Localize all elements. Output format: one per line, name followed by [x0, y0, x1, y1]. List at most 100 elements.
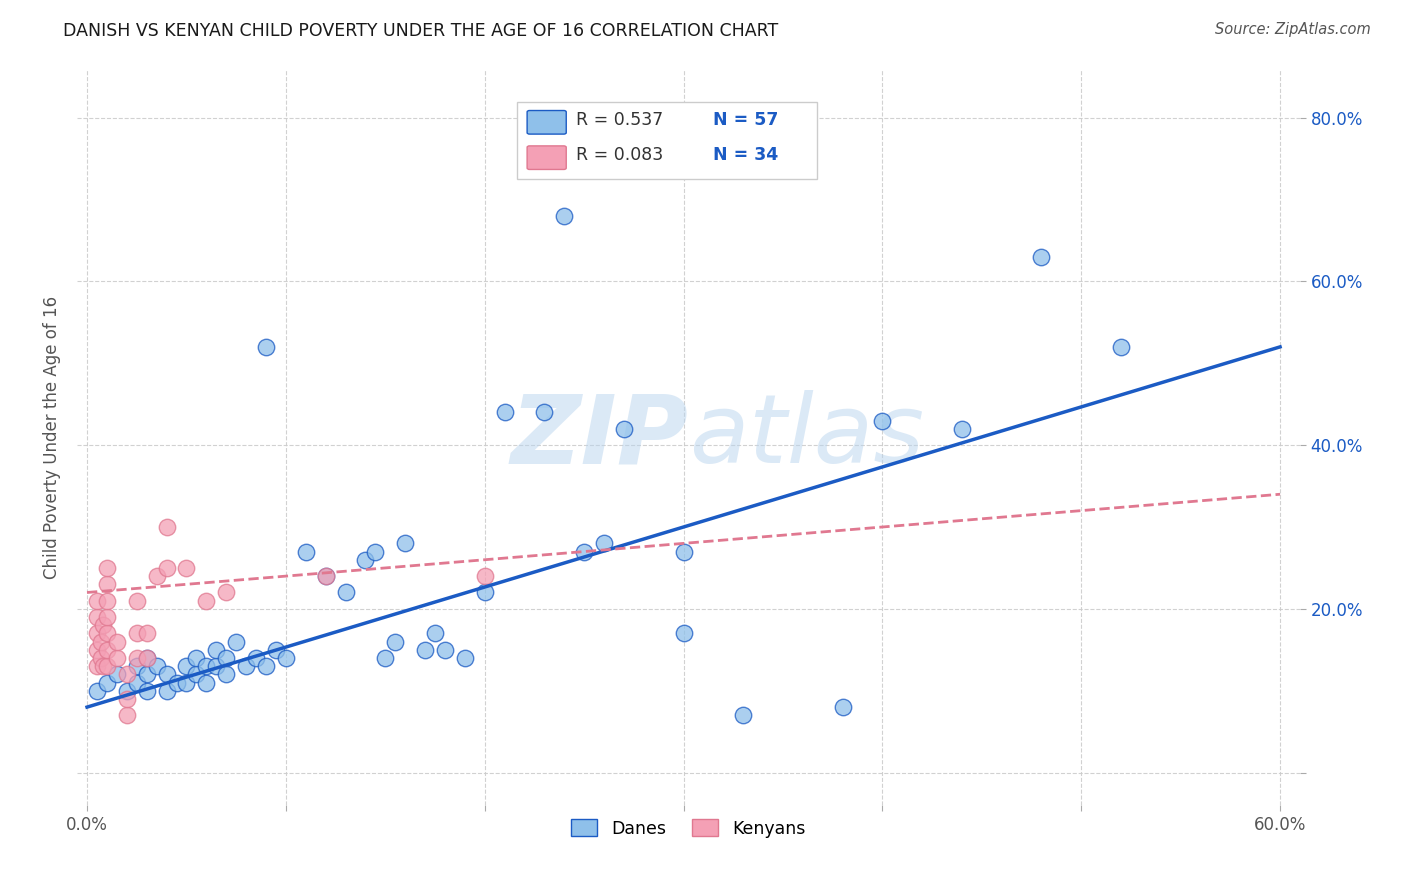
Point [105, 634, 128, 648]
FancyBboxPatch shape [527, 146, 567, 169]
Point [215, 585, 238, 599]
Legend: Danes, Kenyans: Danes, Kenyans [564, 813, 813, 845]
Point [135, 651, 157, 665]
Point [90, 634, 112, 648]
Text: atlas: atlas [689, 391, 924, 483]
Y-axis label: Child Poverty Under the Age of 16: Child Poverty Under the Age of 16 [44, 295, 60, 579]
Point [86, 626, 108, 640]
Point [254, 340, 277, 354]
Point [135, 626, 157, 640]
Point [613, 422, 636, 436]
Point [454, 651, 477, 665]
Point [205, 642, 228, 657]
Point [155, 561, 177, 575]
Point [225, 634, 247, 648]
Point [315, 569, 337, 583]
Point [335, 585, 357, 599]
Point [91, 618, 114, 632]
Point [145, 569, 167, 583]
Point [155, 683, 177, 698]
Point [950, 422, 973, 436]
Point [354, 553, 377, 567]
Point [135, 683, 157, 698]
Point [90, 651, 112, 665]
Point [205, 659, 228, 673]
Point [96, 561, 118, 575]
Point [1031, 250, 1053, 264]
Point [672, 544, 695, 558]
Point [86, 642, 108, 657]
Point [533, 405, 555, 419]
Point [176, 659, 198, 673]
Point [593, 536, 616, 550]
Point [96, 675, 118, 690]
Point [96, 593, 118, 607]
Point [96, 659, 118, 673]
Point [672, 626, 695, 640]
Point [135, 651, 157, 665]
Point [86, 593, 108, 607]
Point [195, 593, 218, 607]
Point [115, 708, 138, 723]
Point [433, 642, 456, 657]
Point [86, 610, 108, 624]
Point [115, 692, 138, 706]
Point [553, 209, 575, 223]
Text: DANISH VS KENYAN CHILD POVERTY UNDER THE AGE OF 16 CORRELATION CHART: DANISH VS KENYAN CHILD POVERTY UNDER THE… [63, 22, 779, 40]
Point [494, 405, 516, 419]
Point [733, 708, 755, 723]
Point [872, 413, 894, 427]
Text: R = 0.537: R = 0.537 [576, 112, 664, 129]
Point [423, 626, 446, 640]
Point [215, 651, 238, 665]
Point [176, 675, 198, 690]
Point [413, 642, 436, 657]
Point [91, 659, 114, 673]
Point [105, 651, 128, 665]
Point [96, 642, 118, 657]
Text: R = 0.083: R = 0.083 [576, 146, 664, 164]
Point [374, 651, 396, 665]
Point [235, 659, 257, 673]
Point [195, 675, 218, 690]
Point [166, 675, 188, 690]
Text: ZIP: ZIP [510, 391, 689, 483]
Point [125, 593, 148, 607]
Point [315, 569, 337, 583]
FancyBboxPatch shape [527, 111, 567, 134]
Point [384, 634, 406, 648]
Point [105, 667, 128, 681]
Point [86, 683, 108, 698]
Point [264, 642, 287, 657]
Point [145, 659, 167, 673]
Point [86, 659, 108, 673]
Point [474, 569, 496, 583]
Point [245, 651, 267, 665]
Text: Source: ZipAtlas.com: Source: ZipAtlas.com [1215, 22, 1371, 37]
Point [96, 577, 118, 591]
Point [572, 544, 595, 558]
Point [186, 651, 208, 665]
Point [125, 675, 148, 690]
Point [96, 610, 118, 624]
Point [1109, 340, 1132, 354]
Point [294, 544, 316, 558]
FancyBboxPatch shape [517, 102, 817, 179]
Point [215, 667, 238, 681]
Point [125, 626, 148, 640]
Point [125, 651, 148, 665]
Point [155, 667, 177, 681]
Point [195, 659, 218, 673]
Point [254, 659, 277, 673]
Point [96, 626, 118, 640]
Point [115, 667, 138, 681]
Point [135, 667, 157, 681]
Point [274, 651, 297, 665]
Point [115, 683, 138, 698]
Text: N = 57: N = 57 [713, 112, 779, 129]
Point [186, 667, 208, 681]
Point [394, 536, 416, 550]
Text: N = 34: N = 34 [713, 146, 779, 164]
Point [364, 544, 387, 558]
Point [155, 520, 177, 534]
